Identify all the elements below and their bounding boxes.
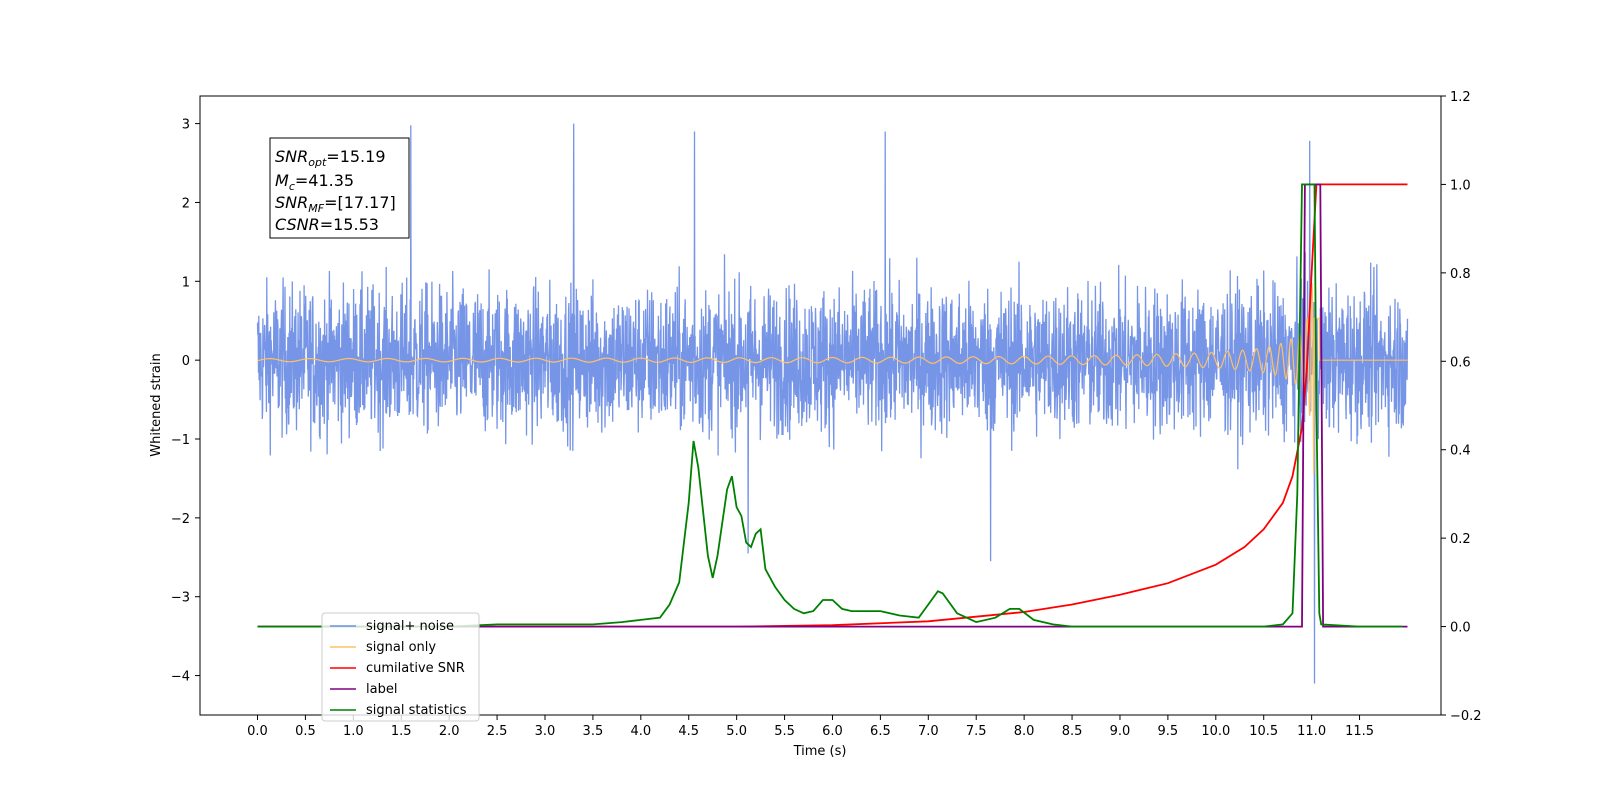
legend-label-label: label: [366, 682, 397, 697]
series-signal-only: [257, 283, 1408, 475]
x-tick-label: 8.0: [1014, 724, 1035, 739]
series-cumilative-snr: [257, 183, 1408, 628]
x-tick-label: 0.5: [295, 724, 316, 739]
x-tick-label: 7.0: [918, 724, 939, 739]
y-tick-label: −4: [171, 670, 190, 685]
y-tick-label: 0: [182, 354, 190, 369]
x-tick-label: 6.5: [870, 724, 891, 739]
y-axis-left: 3 2 1 0 −1 −2 −3 −4: [171, 118, 200, 685]
x-tick-label: 4.0: [630, 724, 651, 739]
x-tick-label: 4.5: [678, 724, 699, 739]
annotation-snr-mf: SNRMF=[17.17]: [275, 193, 396, 215]
y-tick-label: 3: [182, 118, 190, 133]
annotation-snr-opt: SNRopt=15.19: [275, 147, 386, 169]
x-tick-label: 5.0: [726, 724, 747, 739]
y2-tick-label: 0.4: [1450, 444, 1471, 459]
y-axis-label: Whitened strain: [149, 353, 164, 456]
x-tick-label: 7.5: [966, 724, 987, 739]
x-tick-label: 1.5: [391, 724, 412, 739]
y-tick-label: 2: [182, 196, 190, 211]
y2-tick-label: −0.2: [1450, 709, 1482, 724]
series-signal-noise: [256, 123, 1409, 684]
y-tick-label: −1: [171, 433, 190, 448]
x-tick-label: 2.5: [487, 724, 508, 739]
y2-tick-label: 1.2: [1450, 90, 1471, 105]
x-tick-label: 3.5: [583, 724, 604, 739]
x-axis: 0.0 0.5 1.0 1.5 2.0 2.5 3.0 3.5 4.0 4.5 5.0 5.5 6.0 6…: [247, 715, 1374, 739]
x-tick-label: 1.0: [343, 724, 364, 739]
y-axis-right: 1.2 1.0 0.8 0.6 0.4 0.2 0.0 −0.2: [1441, 90, 1482, 724]
series-signal-statistics: [257, 183, 1403, 628]
y2-tick-label: 0.8: [1450, 267, 1471, 282]
x-tick-label: 5.5: [774, 724, 795, 739]
x-tick-label: 11.0: [1297, 724, 1326, 739]
y-tick-label: −2: [171, 512, 190, 527]
x-tick-label: 10.5: [1249, 724, 1278, 739]
legend: signal+ noise signal only cumilative SNR…: [321, 612, 480, 722]
x-tick-label: 2.0: [439, 724, 460, 739]
legend-label-cumulative-snr: cumilative SNR: [366, 661, 465, 676]
x-tick-label: 9.5: [1158, 724, 1179, 739]
y2-tick-label: 1.0: [1450, 178, 1471, 193]
y2-tick-label: 0.6: [1450, 355, 1471, 370]
y2-tick-label: 0.0: [1450, 621, 1471, 636]
x-tick-label: 9.0: [1110, 724, 1131, 739]
annotation-chirp-mass: Mc=41.35: [275, 171, 354, 193]
y2-tick-label: 0.2: [1450, 532, 1471, 547]
x-tick-label: 6.0: [822, 724, 843, 739]
legend-label-signal-only: signal only: [366, 640, 436, 655]
annotation-csnr: CSNR=15.53: [275, 215, 379, 234]
axes-frame: [199, 95, 1442, 716]
x-tick-label: 3.0: [535, 724, 556, 739]
y-tick-label: 1: [182, 275, 190, 290]
annotation-box: SNRopt=15.19 Mc=41.35 SNRMF=[17.17] CSNR…: [269, 137, 410, 239]
legend-label-signal-statistics: signal statistics: [366, 703, 467, 718]
x-tick-label: 0.0: [247, 724, 268, 739]
plot-area: [256, 123, 1409, 684]
x-axis-label: Time (s): [793, 744, 847, 759]
x-tick-label: 10.0: [1201, 724, 1230, 739]
x-tick-label: 11.5: [1345, 724, 1374, 739]
legend-label-signal-noise: signal+ noise: [366, 619, 454, 634]
y-tick-label: −3: [171, 591, 190, 606]
x-tick-label: 8.5: [1062, 724, 1083, 739]
